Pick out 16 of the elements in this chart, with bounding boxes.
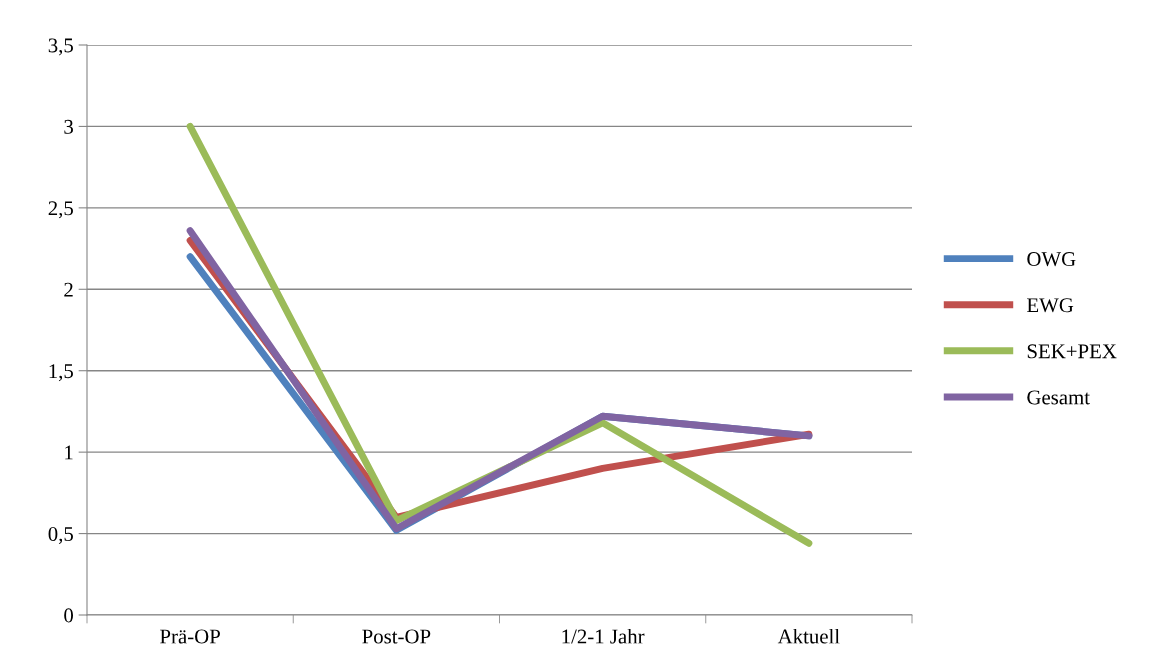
y-tick-label: 3 <box>64 119 73 134</box>
y-tick-label: 2 <box>64 282 73 297</box>
y-tick-label: 2,5 <box>48 201 73 219</box>
x-tick-label: Aktuell <box>777 628 840 644</box>
y-tick-label: 0,5 <box>48 526 73 544</box>
legend-label: SEK+PEX <box>1027 344 1117 359</box>
x-tick-label: Post-OP <box>362 629 431 644</box>
y-tick-label: 0 <box>64 608 74 623</box>
x-tick-label: Prä-OP <box>160 629 220 644</box>
y-tick-label: 1 <box>65 445 73 460</box>
y-tick-label: 3,5 <box>48 38 73 56</box>
x-tick-label: 1/2-1 Jahr <box>562 628 645 644</box>
legend-label: OWG <box>1027 252 1076 267</box>
legend-label: EWG <box>1027 298 1074 313</box>
y-tick-label: 1,5 <box>49 364 73 382</box>
legend-label: Gesamt <box>1027 390 1090 405</box>
